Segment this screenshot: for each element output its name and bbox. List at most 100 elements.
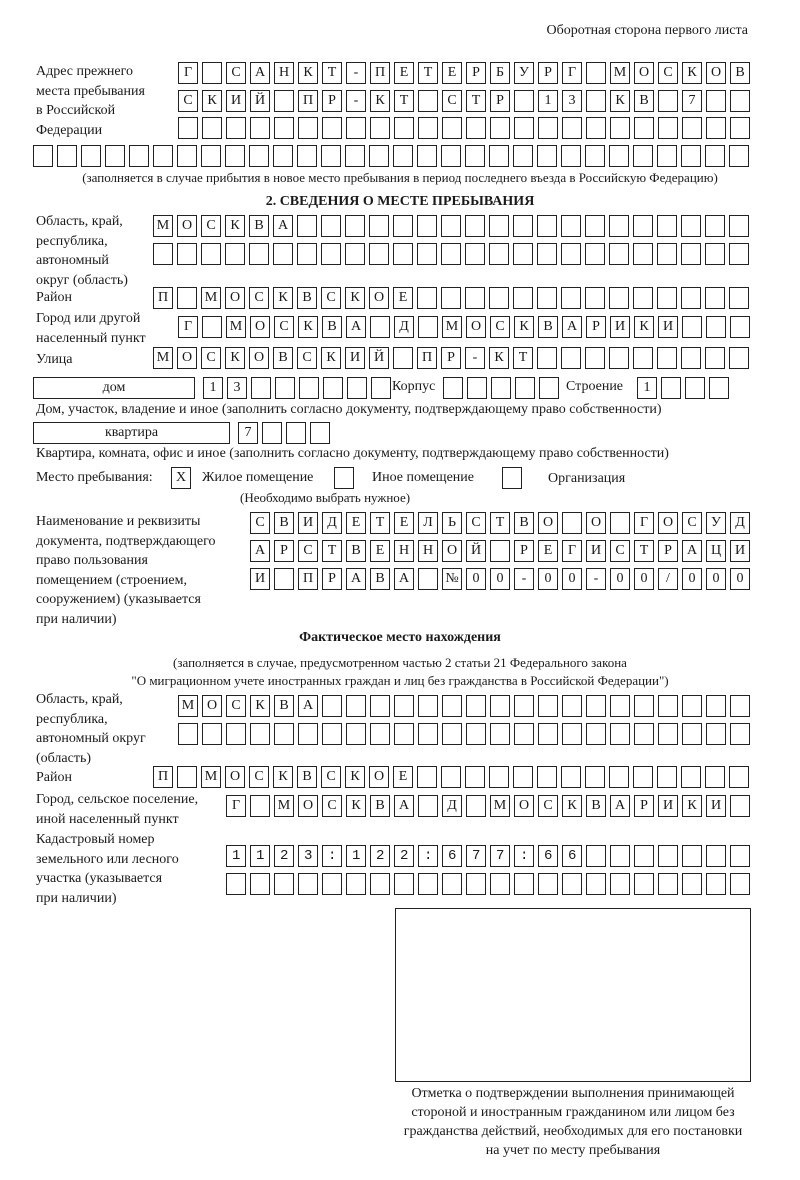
cadastre-row-1[interactable]: 1123:122:677:66 xyxy=(226,845,750,867)
char-cell[interactable] xyxy=(633,287,653,309)
char-cell[interactable] xyxy=(251,377,271,399)
char-cell[interactable] xyxy=(513,287,533,309)
char-cell[interactable] xyxy=(539,377,559,399)
char-cell[interactable]: О xyxy=(249,347,269,369)
char-cell[interactable] xyxy=(226,873,246,895)
char-cell[interactable] xyxy=(561,145,581,167)
char-cell[interactable]: Д xyxy=(394,316,414,338)
char-cell[interactable]: 3 xyxy=(562,90,582,112)
char-cell[interactable] xyxy=(370,845,390,867)
char-cell[interactable]: С xyxy=(321,766,341,788)
char-cell[interactable] xyxy=(634,723,654,745)
option-residential-checkbox[interactable]: X xyxy=(171,467,191,489)
char-cell[interactable] xyxy=(562,723,582,745)
char-cell[interactable]: В xyxy=(273,347,293,369)
char-cell[interactable]: У xyxy=(706,512,726,534)
char-cell[interactable] xyxy=(489,766,509,788)
char-cell[interactable] xyxy=(274,90,294,112)
char-cell[interactable] xyxy=(561,215,581,237)
char-cell[interactable]: Р xyxy=(466,62,486,84)
char-cell[interactable] xyxy=(609,287,629,309)
char-cell[interactable] xyxy=(202,723,222,745)
char-cell[interactable]: С xyxy=(298,540,318,562)
char-cell[interactable] xyxy=(705,243,725,265)
char-cell[interactable] xyxy=(538,117,558,139)
char-cell[interactable]: А xyxy=(250,62,270,84)
char-cell[interactable]: Г xyxy=(178,316,198,338)
char-cell[interactable]: Е xyxy=(370,540,390,562)
char-cell[interactable] xyxy=(586,62,606,84)
char-cell[interactable]: В xyxy=(634,90,654,112)
char-cell[interactable] xyxy=(490,873,510,895)
char-cell[interactable]: И xyxy=(345,347,365,369)
char-cell[interactable] xyxy=(705,215,725,237)
char-cell[interactable] xyxy=(178,117,198,139)
char-cell[interactable]: Т xyxy=(490,512,510,534)
char-cell[interactable]: И xyxy=(610,316,630,338)
char-cell[interactable] xyxy=(538,873,558,895)
char-cell[interactable] xyxy=(465,243,485,265)
char-cell[interactable] xyxy=(322,723,342,745)
char-cell[interactable]: Г xyxy=(562,62,582,84)
char-cell[interactable]: В xyxy=(297,287,317,309)
char-cell[interactable] xyxy=(610,723,630,745)
document-row-3[interactable]: И П Р А В А № 0 0-0 0-0 0/0 0 0 xyxy=(250,568,750,590)
char-cell[interactable]: Т xyxy=(322,62,342,84)
char-cell[interactable] xyxy=(634,845,654,867)
char-cell[interactable] xyxy=(226,723,246,745)
char-cell[interactable] xyxy=(706,117,726,139)
previous-address-row-4[interactable] xyxy=(33,145,749,167)
char-cell[interactable] xyxy=(226,117,246,139)
char-cell[interactable] xyxy=(321,145,341,167)
char-cell[interactable]: Р xyxy=(322,568,342,590)
char-cell[interactable]: Ц xyxy=(706,540,726,562)
char-cell[interactable]: В xyxy=(370,568,390,590)
char-cell[interactable] xyxy=(610,873,630,895)
char-cell[interactable] xyxy=(393,145,413,167)
char-cell[interactable] xyxy=(561,766,581,788)
char-cell[interactable] xyxy=(286,422,306,444)
char-cell[interactable]: 0 xyxy=(538,568,558,590)
char-cell[interactable]: С xyxy=(490,316,510,338)
char-cell[interactable] xyxy=(657,243,677,265)
char-cell[interactable]: А xyxy=(298,695,318,717)
option-organization-checkbox[interactable] xyxy=(502,467,522,489)
char-cell[interactable] xyxy=(262,422,282,444)
char-cell[interactable]: Р xyxy=(441,347,461,369)
char-cell[interactable] xyxy=(178,723,198,745)
char-cell[interactable]: У xyxy=(514,62,534,84)
char-cell[interactable] xyxy=(202,117,222,139)
char-cell[interactable]: П xyxy=(153,766,173,788)
char-cell[interactable]: С xyxy=(249,287,269,309)
char-cell[interactable]: К xyxy=(225,215,245,237)
char-cell[interactable]: Т xyxy=(418,62,438,84)
char-cell[interactable]: К xyxy=(225,347,245,369)
char-cell[interactable]: С xyxy=(178,90,198,112)
char-cell[interactable]: О xyxy=(225,287,245,309)
char-cell[interactable]: А xyxy=(394,568,414,590)
char-cell[interactable] xyxy=(418,723,438,745)
char-cell[interactable]: Е xyxy=(346,512,366,534)
char-cell[interactable] xyxy=(394,873,414,895)
char-cell[interactable] xyxy=(323,377,343,399)
char-cell[interactable] xyxy=(418,845,438,867)
char-cell[interactable]: И xyxy=(298,512,318,534)
char-cell[interactable]: - xyxy=(465,347,485,369)
char-cell[interactable] xyxy=(562,873,582,895)
char-cell[interactable] xyxy=(730,316,750,338)
char-cell[interactable] xyxy=(274,873,294,895)
char-cell[interactable] xyxy=(489,145,509,167)
char-cell[interactable] xyxy=(681,215,701,237)
char-cell[interactable] xyxy=(609,243,629,265)
char-cell[interactable]: А xyxy=(273,215,293,237)
char-cell[interactable] xyxy=(681,145,701,167)
char-cell[interactable] xyxy=(346,873,366,895)
previous-address-row-3[interactable] xyxy=(178,117,750,139)
char-cell[interactable] xyxy=(682,316,702,338)
char-cell[interactable]: К xyxy=(298,62,318,84)
char-cell[interactable] xyxy=(633,145,653,167)
char-cell[interactable] xyxy=(561,347,581,369)
